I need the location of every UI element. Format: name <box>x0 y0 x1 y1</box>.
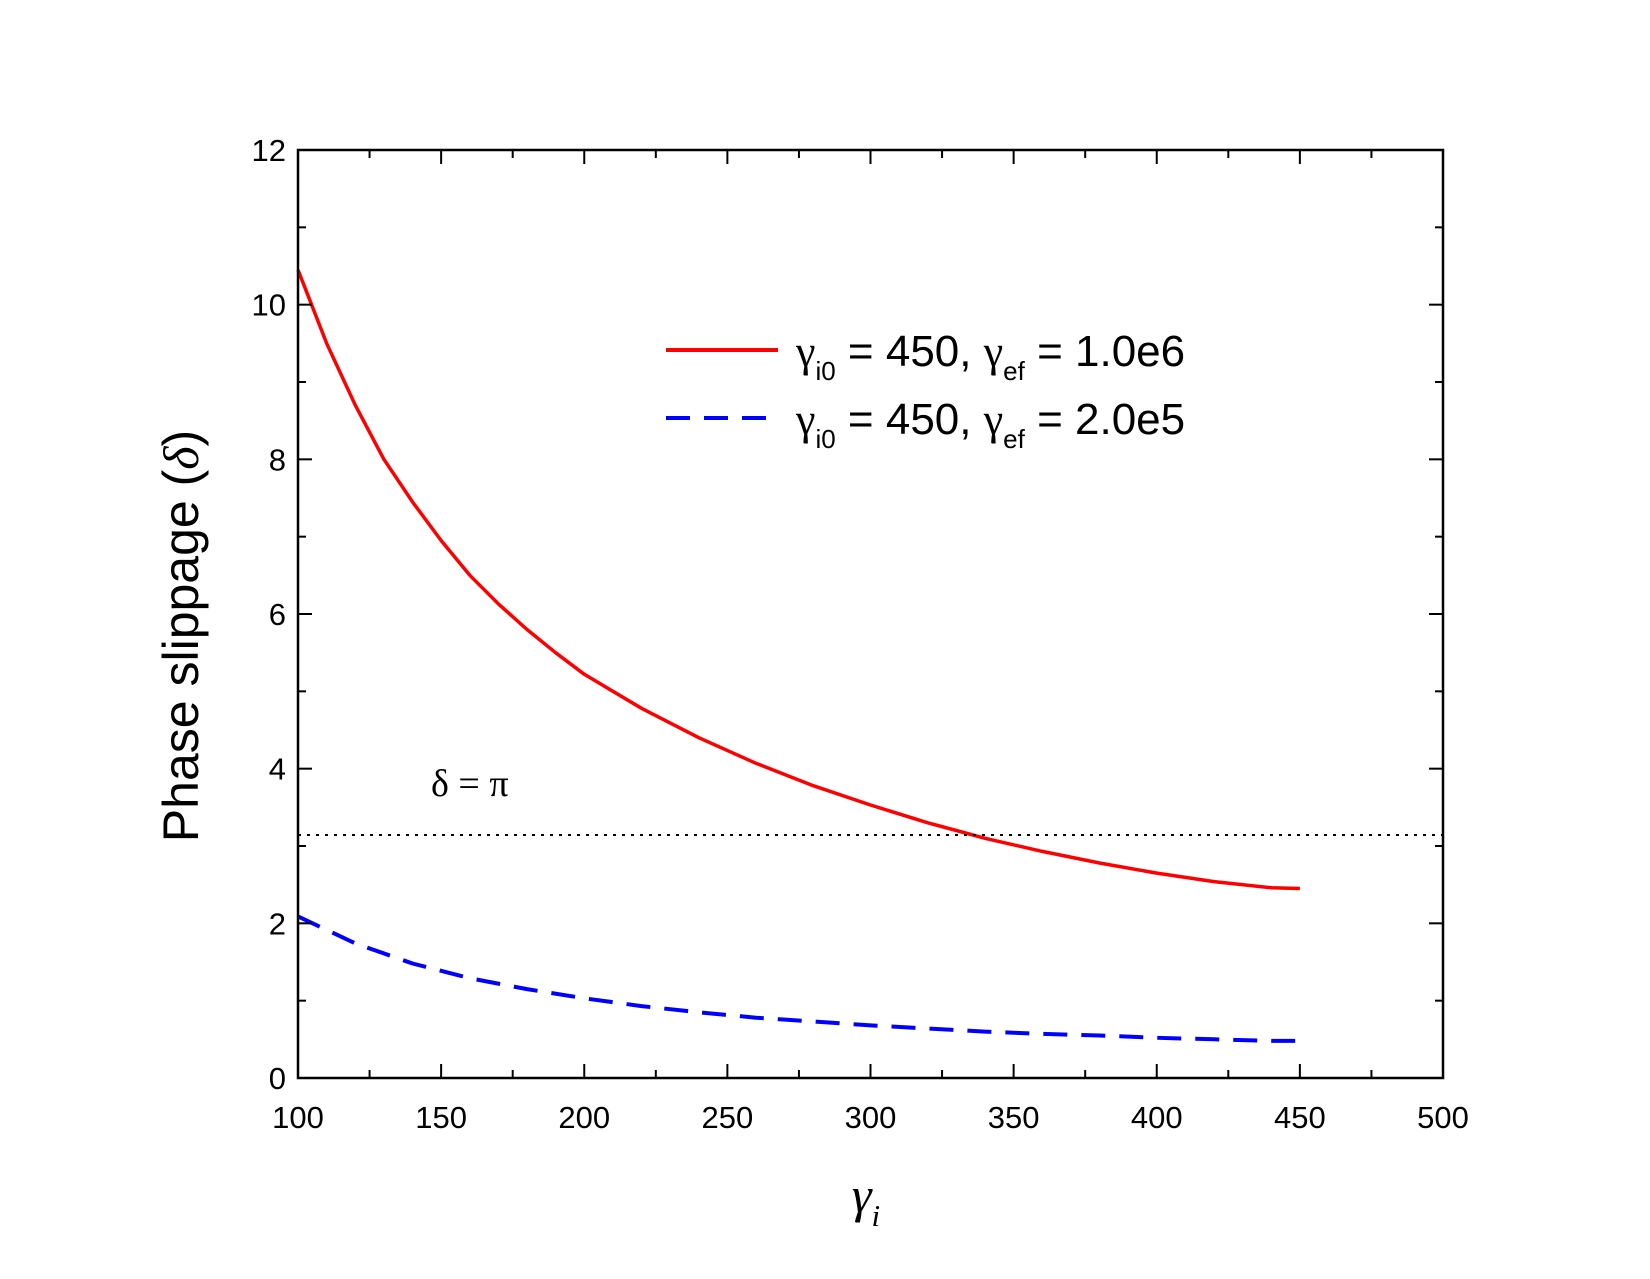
x-tick-label: 150 <box>415 1100 467 1135</box>
legend-label-part: = 450, <box>836 395 984 444</box>
reference-line-label: δ = π <box>431 763 509 805</box>
series-line-1 <box>296 269 1300 891</box>
y-tick-label: 2 <box>269 906 286 941</box>
legend-label-1: γi0 = 450, γef = 1.0e6 <box>795 327 1185 386</box>
x-axis-label-base: γ <box>852 1167 873 1223</box>
y-tick-label: 12 <box>252 133 286 168</box>
series-layer <box>296 269 1300 1043</box>
legend-label-part: = 2.0e5 <box>1025 395 1185 444</box>
axis-ticks <box>297 149 1444 1079</box>
x-tick-label: 450 <box>1274 1100 1326 1135</box>
legend-label-part: γ <box>795 327 815 376</box>
tick-labels: 100 150 200 250 300 350 400 450 500 0 2 4 6 8 10 12 <box>252 133 1469 1135</box>
legend-label-part: i0 <box>815 356 835 386</box>
y-axis-label-text: Phase slippage ( <box>153 469 209 842</box>
x-axis-label: γi <box>852 1167 880 1233</box>
y-tick-label: 8 <box>269 442 286 477</box>
y-tick-label: 6 <box>269 597 286 632</box>
series-line-2 <box>297 914 1300 1043</box>
legend-label-part: i0 <box>815 424 835 454</box>
y-tick-label: 4 <box>269 752 286 787</box>
x-tick-label: 250 <box>702 1100 754 1135</box>
legend-label-part: γ <box>983 327 1003 376</box>
plot-frame <box>296 148 1445 1080</box>
x-tick-label: 500 <box>1417 1100 1469 1135</box>
legend-label-part: γ <box>795 395 815 444</box>
legend-label-part: γ <box>983 395 1003 444</box>
legend-label-part: = 1.0e6 <box>1025 327 1185 376</box>
x-tick-label: 300 <box>845 1100 897 1135</box>
y-tick-label: 0 <box>269 1061 286 1096</box>
y-axis-label: Phase slippage (δ) <box>153 430 209 842</box>
x-tick-label: 100 <box>272 1100 324 1135</box>
legend-label-part: ef <box>1003 424 1025 454</box>
axes-frame <box>296 148 1445 1080</box>
legend-label-part: = 450, <box>836 327 984 376</box>
legend-label-part: ef <box>1003 356 1025 386</box>
x-tick-label: 350 <box>988 1100 1040 1135</box>
legend-label-2: γi0 = 450, γef = 2.0e5 <box>795 395 1185 454</box>
y-tick-label: 10 <box>252 288 286 323</box>
x-axis-label-sub: i <box>872 1198 881 1233</box>
y-axis-label-close: ) <box>153 430 209 447</box>
y-axis-label-symbol: δ <box>153 446 209 470</box>
x-tick-label: 200 <box>558 1100 610 1135</box>
x-tick-label: 400 <box>1131 1100 1183 1135</box>
